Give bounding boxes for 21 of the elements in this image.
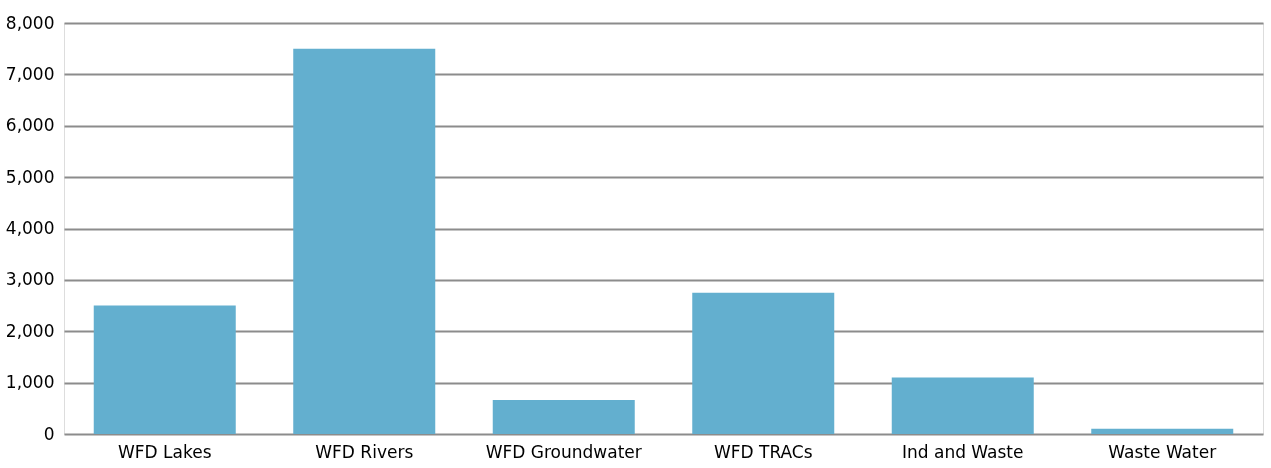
bar bbox=[492, 400, 635, 434]
bar bbox=[293, 48, 436, 434]
x-tick-label: WFD Lakes bbox=[117, 441, 212, 462]
x-tick-label: WFD Groundwater bbox=[485, 441, 642, 462]
y-tick-label: 1,000 bbox=[5, 372, 55, 393]
y-tick-label: 7,000 bbox=[5, 63, 55, 84]
y-tick-label: 4,000 bbox=[5, 218, 55, 238]
bar bbox=[93, 305, 236, 434]
y-tick-label: 8,000 bbox=[5, 12, 55, 33]
x-tick-label: WFD TRACs bbox=[713, 441, 813, 462]
bar bbox=[891, 377, 1034, 434]
x-tick-label: WFD Rivers bbox=[315, 441, 414, 462]
bar bbox=[692, 292, 835, 434]
y-tick-label: 6,000 bbox=[5, 115, 55, 136]
y-tick-label: 0 bbox=[43, 423, 55, 444]
y-tick-label: 2,000 bbox=[5, 320, 55, 341]
x-tick-label: Ind and Waste bbox=[902, 441, 1024, 462]
y-tick-label: 5,000 bbox=[5, 166, 55, 187]
bar bbox=[1091, 428, 1234, 434]
x-tick-label: Waste Water bbox=[1108, 441, 1217, 462]
y-tick-label: 3,000 bbox=[5, 269, 55, 290]
